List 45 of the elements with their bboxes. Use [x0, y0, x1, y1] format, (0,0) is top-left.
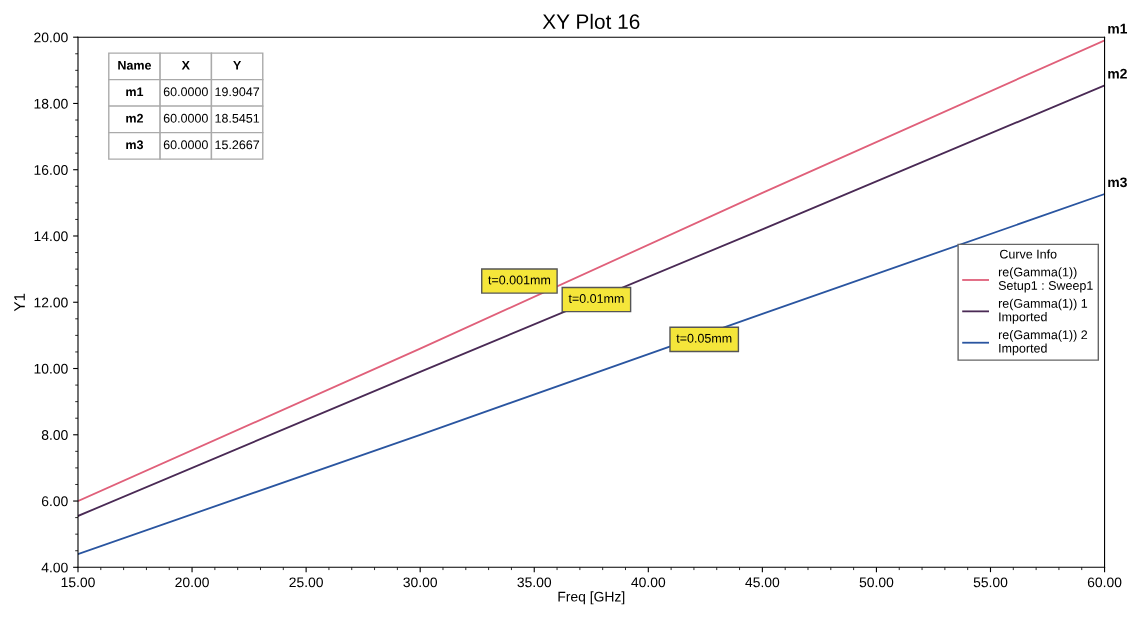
annotation: Y — [233, 60, 242, 70]
annotation: t=0.01mm — [568, 294, 624, 303]
x-tick-label: 55.00 — [973, 577, 1008, 588]
x-tick-label: 45.00 — [745, 577, 780, 588]
y-tick-label: 20.00 — [34, 32, 68, 43]
annotation: t=0.05mm — [676, 333, 732, 343]
x-tick-label: 40.00 — [631, 577, 666, 588]
legend-label: re(Gamma(1)) 1 Imported — [998, 298, 1088, 324]
legend-label: re(Gamma(1)) Setup1 : Sweep1 — [998, 267, 1093, 293]
legend-label: re(Gamma(1)) 2 Imported — [998, 330, 1088, 356]
y-tick-label: 10.00 — [34, 363, 68, 374]
annotation: 60.0000 — [163, 140, 208, 150]
annotation: Name — [118, 60, 152, 70]
text: m2 — [1108, 68, 1127, 79]
x-tick-label: 60.00 — [1087, 577, 1122, 588]
line-series — [78, 193, 1105, 555]
chart-title: XY Plot 16 — [542, 13, 640, 30]
y-tick-label: 14.00 — [34, 231, 68, 242]
x-tick-label: 20.00 — [175, 577, 209, 588]
x-tick-label: 30.00 — [403, 577, 438, 588]
x-tick-label: 50.00 — [859, 577, 894, 588]
annotation: 60.0000 — [163, 87, 208, 97]
annotation: m2 — [126, 113, 143, 123]
y-tick-label: 16.00 — [34, 165, 68, 175]
text: m1 — [1108, 23, 1128, 34]
y-tick-label: 18.00 — [34, 98, 68, 109]
y-tick-label: 8.00 — [41, 430, 68, 440]
annotation: 60.0000 — [163, 113, 208, 123]
annotation: 15.2667 — [215, 140, 260, 150]
x-tick-label: 25.00 — [289, 577, 323, 588]
annotation: m1 — [126, 87, 144, 97]
annotation: t=0.001mm — [488, 275, 551, 285]
y-tick-label: 12.00 — [34, 297, 68, 308]
x-tick-label: 35.00 — [517, 577, 552, 588]
annotation: 19.9047 — [215, 87, 260, 97]
annotation: X — [181, 60, 190, 70]
annotation: m3 — [126, 140, 144, 150]
annotation: 18.5451 — [215, 113, 260, 123]
x-tick-label: 15.00 — [61, 577, 95, 588]
legend-title: Curve Info — [1000, 249, 1057, 259]
x-axis-title: Freq [GHz] — [558, 591, 625, 605]
text: m3 — [1108, 177, 1127, 188]
y-tick-label: 4.00 — [41, 562, 68, 573]
y-axis-title: Y1 — [14, 293, 25, 312]
y-tick-label: 6.00 — [41, 496, 68, 507]
